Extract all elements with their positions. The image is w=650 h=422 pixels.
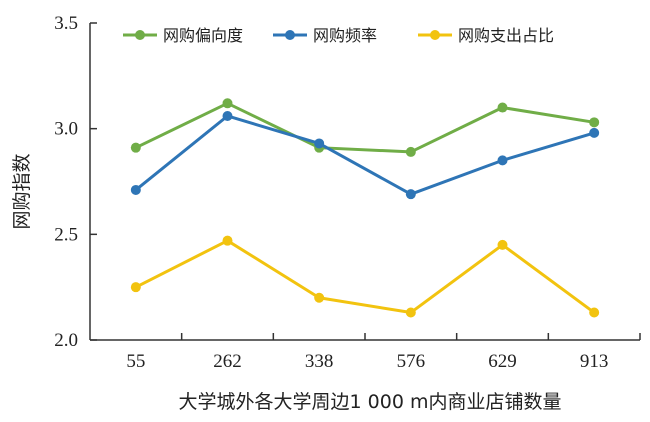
series-line [135, 239, 596, 315]
data-point [130, 282, 141, 293]
data-point [314, 138, 325, 149]
data-point [405, 189, 416, 200]
legend-label: 网购频率 [313, 26, 377, 45]
series-line [135, 101, 595, 154]
x-axis-ticks: 55 262 338 576 629 913 [126, 333, 641, 372]
data-point [589, 307, 600, 318]
series-1 [130, 98, 600, 157]
x-tick-label: 338 [305, 351, 334, 372]
data-point [222, 235, 233, 246]
legend-label: 网购偏向度 [163, 26, 243, 45]
legend-label: 网购支出占比 [458, 26, 554, 45]
y-axis-title: 网购指数 [11, 153, 33, 229]
x-tick-label: 913 [580, 351, 609, 372]
x-tick-label: 576 [397, 351, 426, 372]
data-point [222, 110, 233, 121]
data-point [314, 292, 325, 303]
legend-swatch-marker [430, 30, 440, 40]
data-point [405, 146, 416, 157]
legend-swatch-marker [285, 30, 295, 40]
data-point [222, 98, 233, 109]
x-axis-title: 大学城外各大学周边1 000 m内商业店铺数量 [179, 391, 562, 413]
series-line [134, 114, 595, 196]
legend-swatch-marker [135, 30, 145, 40]
y-tick-label: 3.5 [54, 13, 78, 34]
legend: 网购偏向度 网购频率 网购支出占比 [123, 26, 554, 45]
data-point [497, 102, 508, 113]
x-tick-label: 55 [126, 351, 145, 372]
y-axis-ticks: 2.0 2.5 3.0 3.5 [54, 13, 97, 351]
series-layer [130, 98, 600, 318]
y-tick-label: 2.0 [54, 330, 78, 351]
series-2 [130, 110, 600, 200]
series-3 [130, 235, 600, 318]
data-point [497, 239, 508, 250]
y-tick-label: 3.0 [54, 119, 78, 140]
axes [89, 23, 640, 341]
data-point [589, 117, 600, 128]
data-point [589, 127, 600, 138]
y-tick-label: 2.5 [54, 224, 78, 245]
data-point [497, 155, 508, 166]
data-point [130, 142, 141, 153]
x-tick-label: 262 [213, 351, 242, 372]
x-tick-label: 629 [488, 351, 517, 372]
data-point [405, 307, 416, 318]
data-point [130, 184, 141, 195]
